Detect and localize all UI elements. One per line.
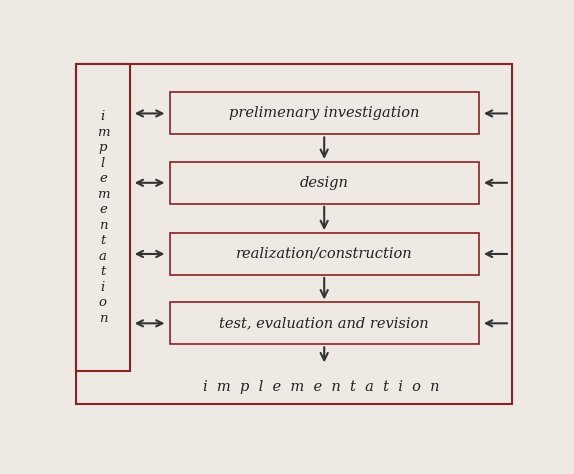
Text: i
m
p
l
e
m
e
n
t
a
t
i
o
n: i m p l e m e n t a t i o n — [96, 110, 109, 325]
Text: design: design — [300, 176, 348, 190]
Bar — [170, 162, 479, 204]
Text: test, evaluation and revision: test, evaluation and revision — [219, 316, 429, 330]
Bar — [76, 64, 130, 371]
Text: realization/construction: realization/construction — [236, 247, 413, 261]
Bar — [170, 92, 479, 135]
Bar — [170, 233, 479, 275]
Bar — [170, 302, 479, 344]
Text: prelimenary investigation: prelimenary investigation — [229, 107, 420, 120]
Text: i  m  p  l  e  m  e  n  t  a  t  i  o  n: i m p l e m e n t a t i o n — [203, 380, 439, 394]
